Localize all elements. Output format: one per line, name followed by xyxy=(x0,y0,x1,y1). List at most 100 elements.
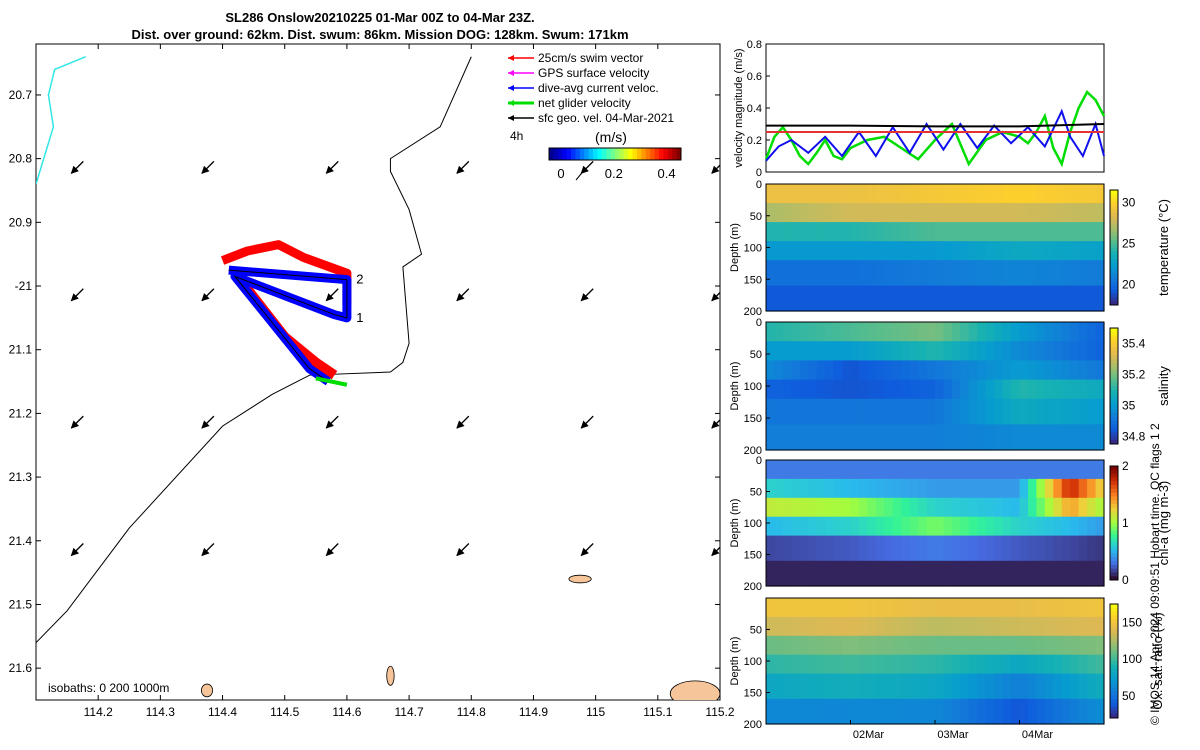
colorbar-segment xyxy=(1110,672,1118,677)
heatmap-cell xyxy=(951,285,961,312)
heatmap-cell xyxy=(1019,424,1029,451)
colorbar-segment xyxy=(1110,619,1118,624)
heatmap-cell xyxy=(1011,241,1021,261)
heatmap-cell xyxy=(1070,341,1080,361)
heatmap-cell xyxy=(1002,203,1012,223)
heatmap-cell xyxy=(943,616,953,637)
heatmap-cell xyxy=(833,285,843,312)
heatmap-cell xyxy=(1027,360,1037,381)
heatmap-cell xyxy=(867,560,877,587)
heatmap-cell xyxy=(935,598,945,618)
heatmap-cell xyxy=(782,379,792,400)
heatmap-cell xyxy=(774,560,784,587)
heatmap-cell xyxy=(926,398,936,425)
heatmap-cell xyxy=(842,654,852,675)
map-x-tick-label: 114.7 xyxy=(395,705,424,719)
heatmap-cell xyxy=(766,241,776,261)
heatmap-cell xyxy=(875,478,885,499)
colorbar-segment xyxy=(1110,557,1118,562)
heatmap-cell xyxy=(1036,698,1046,725)
heatmap-cell xyxy=(1070,460,1080,480)
heatmap-cell xyxy=(816,222,826,242)
heatmap-cell xyxy=(1019,497,1029,518)
colorbar-segment xyxy=(1110,420,1118,426)
heatmap-cell xyxy=(799,460,809,480)
heatmap-cell xyxy=(1070,184,1080,204)
heatmap-cell xyxy=(892,497,902,518)
heatmap-cell xyxy=(1053,184,1063,204)
heatmap-cell xyxy=(985,285,995,312)
heatmap-cell xyxy=(1095,478,1105,499)
heatmap-cell xyxy=(918,379,928,400)
heatmap-cell xyxy=(799,360,809,381)
heatmap-y-tick-label: 0 xyxy=(756,179,762,191)
colorbar-segment xyxy=(1110,710,1118,715)
heatmap-cell xyxy=(943,241,953,261)
heatmap-cell xyxy=(850,497,860,518)
colorbar-segment xyxy=(1110,604,1118,609)
heatmap-cell xyxy=(1036,560,1046,587)
heatmap-cell xyxy=(1061,616,1071,637)
colorbar-tick-label: 30 xyxy=(1122,195,1136,209)
colorbar-segment xyxy=(553,148,559,160)
heatmap-cell xyxy=(782,285,792,312)
heatmap-cell xyxy=(816,598,826,618)
heatmap-cell xyxy=(850,598,860,618)
heatmap-cell xyxy=(825,478,835,499)
heatmap-cell xyxy=(850,560,860,587)
heatmap-cell xyxy=(833,478,843,499)
heatmap-cell xyxy=(909,285,919,312)
heatmap-cell xyxy=(1061,285,1071,312)
heatmap-cell xyxy=(774,184,784,204)
heatmap-cell xyxy=(909,516,919,537)
heatmap-cell xyxy=(1019,341,1029,361)
colorbar-segment xyxy=(676,148,682,160)
heatmap-cell xyxy=(918,222,928,242)
heatmap-cell xyxy=(766,673,776,700)
heatmap-cell xyxy=(943,424,953,451)
heatmap-cell xyxy=(816,673,826,700)
colorbar-segment xyxy=(1110,243,1118,248)
heatmap-cell xyxy=(1078,360,1088,381)
heatmap-cell xyxy=(977,285,987,312)
heatmap-cell xyxy=(884,360,894,381)
heatmap-cell xyxy=(875,424,885,451)
heatmap-cell xyxy=(1044,497,1054,518)
heatmap-cell xyxy=(968,360,978,381)
heatmap-cell xyxy=(1053,341,1063,361)
heatmap-cell xyxy=(926,341,936,361)
heatmap-cell xyxy=(1070,241,1080,261)
heatmap-cell xyxy=(1036,424,1046,451)
heatmap-cell xyxy=(935,285,945,312)
heatmap-cell xyxy=(1061,241,1071,261)
heatmap-cell xyxy=(892,698,902,725)
colorbar-segment xyxy=(1110,197,1118,202)
map-y-tick-label: 21.4 xyxy=(9,534,33,548)
heatmap-cell xyxy=(994,360,1004,381)
heatmap-cell xyxy=(977,598,987,618)
heatmap-cell xyxy=(926,285,936,312)
net-velocity-track xyxy=(315,376,348,387)
heatmap-cell xyxy=(825,184,835,204)
heatmap-cell xyxy=(858,184,868,204)
heatmap-cell xyxy=(951,497,961,518)
heatmap-cell xyxy=(960,360,970,381)
heatmap-cell xyxy=(918,322,928,342)
heatmap-cell xyxy=(1053,535,1063,562)
heatmap-cell xyxy=(892,260,902,287)
heatmap-cell xyxy=(799,241,809,261)
heatmap-cell xyxy=(1019,516,1029,537)
heatmap-cell xyxy=(858,460,868,480)
heatmap-cell xyxy=(774,654,784,675)
heatmap-cell xyxy=(858,560,868,587)
legend-label: dive-avg current veloc. xyxy=(538,81,659,95)
heatmap-cell xyxy=(1053,360,1063,381)
legend-arrowhead xyxy=(508,100,514,106)
heatmap-cell xyxy=(825,398,835,425)
heatmap-cell xyxy=(951,698,961,725)
colorbar-segment xyxy=(1110,366,1118,372)
heatmap-cell xyxy=(808,535,818,562)
heatmap-cell xyxy=(901,260,911,287)
heatmap-cell xyxy=(918,360,928,381)
heatmap-cell xyxy=(1027,285,1037,312)
